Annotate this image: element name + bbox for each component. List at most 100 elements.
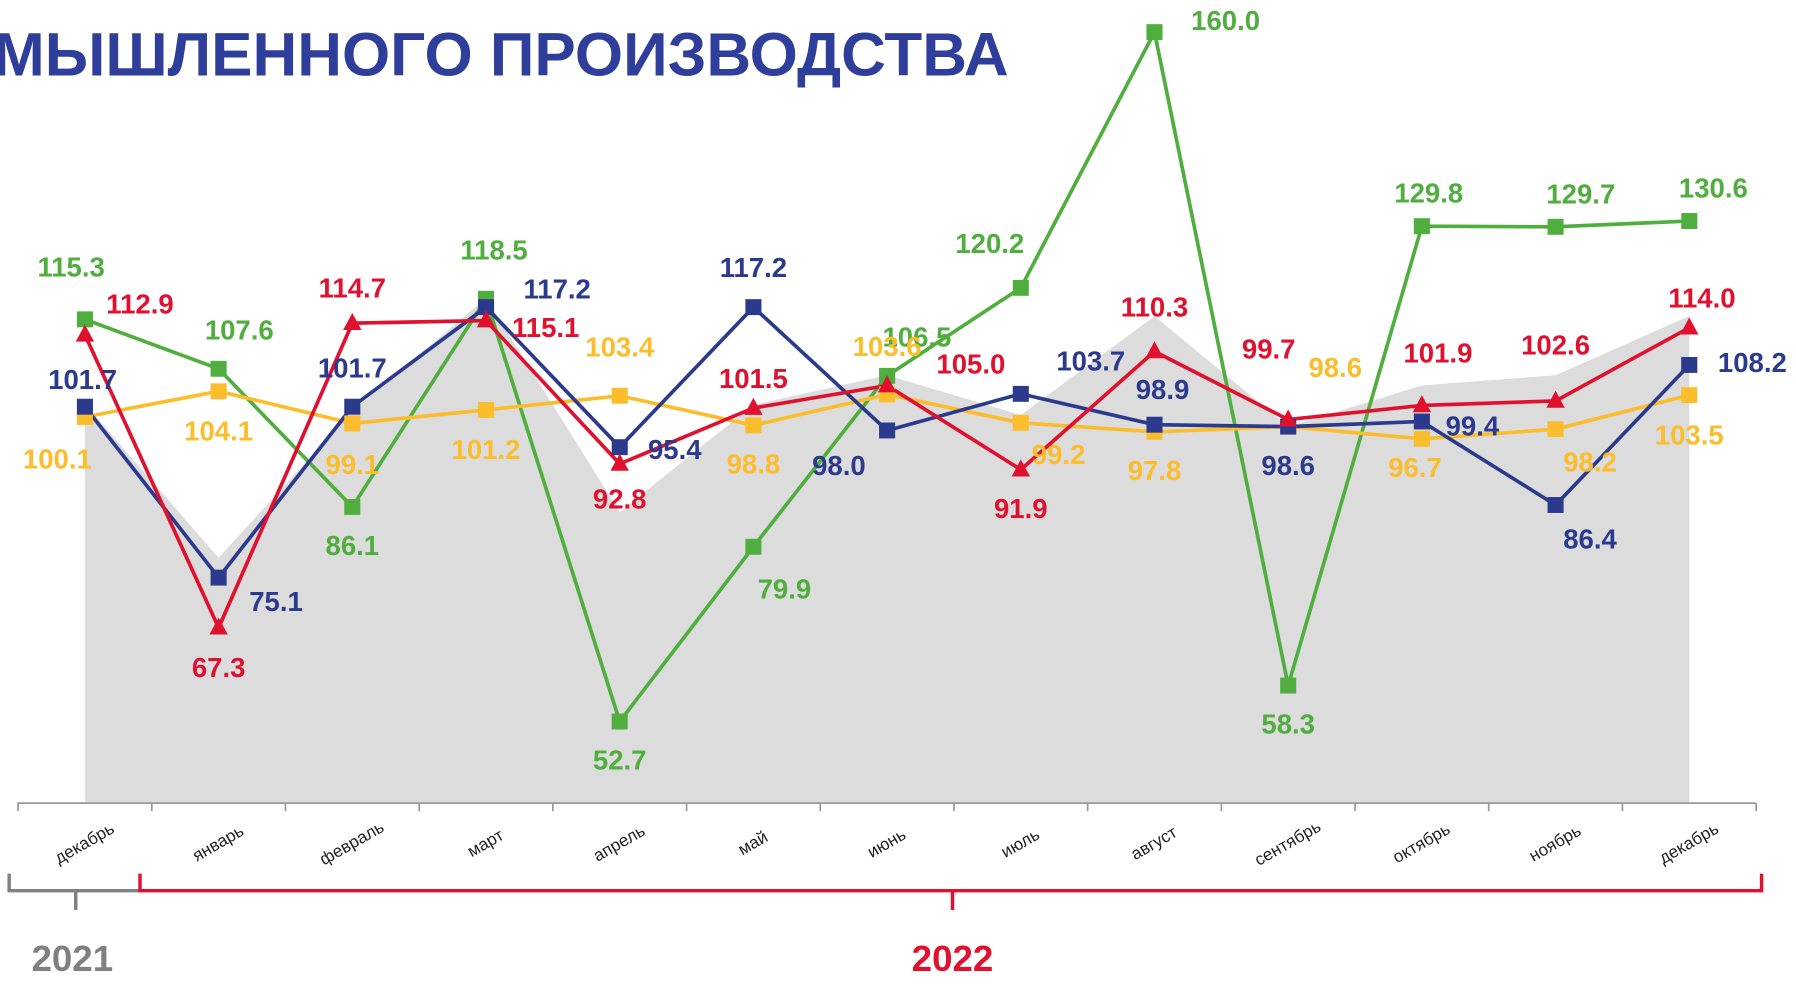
data-label: 86.1 bbox=[326, 530, 380, 561]
marker bbox=[879, 422, 896, 439]
marker bbox=[1412, 395, 1432, 413]
marker bbox=[344, 498, 361, 515]
marker bbox=[745, 417, 762, 434]
data-label: 103.5 bbox=[1655, 420, 1724, 451]
data-label: 102.6 bbox=[1521, 330, 1590, 361]
marker bbox=[76, 398, 93, 415]
marker bbox=[76, 311, 93, 328]
data-label: 103.7 bbox=[1056, 345, 1125, 376]
group-label: 2021 bbox=[31, 938, 113, 979]
x-tick-label: декабрь bbox=[1655, 818, 1722, 868]
data-label: 114.0 bbox=[1668, 283, 1735, 314]
data-label: 101.7 bbox=[318, 353, 387, 384]
data-label: 114.7 bbox=[319, 273, 386, 304]
marker bbox=[611, 387, 628, 404]
data-label: 130.6 bbox=[1679, 173, 1748, 204]
data-label: 75.1 bbox=[249, 586, 303, 617]
marker bbox=[611, 439, 628, 456]
data-label: 99.7 bbox=[1242, 334, 1296, 365]
data-label: 118.5 bbox=[460, 234, 527, 265]
chart-title: МЫШЛЕННОГО ПРОИЗВОДСТВА bbox=[0, 21, 1009, 90]
data-label: 98.6 bbox=[1261, 450, 1315, 481]
x-tick-label: июль bbox=[997, 824, 1043, 862]
data-label: 99.2 bbox=[1032, 439, 1086, 470]
marker bbox=[343, 312, 362, 331]
x-tick-label: май bbox=[734, 827, 771, 860]
data-label: 58.3 bbox=[1261, 709, 1315, 740]
marker bbox=[744, 397, 763, 415]
data-label: 79.9 bbox=[758, 573, 812, 604]
data-label: 98.2 bbox=[1563, 447, 1617, 478]
data-label: 160.0 bbox=[1191, 5, 1260, 36]
x-tick-label: октябрь bbox=[1389, 819, 1454, 867]
data-label: 98.8 bbox=[727, 449, 781, 480]
data-label: 91.9 bbox=[994, 493, 1048, 524]
marker bbox=[344, 398, 361, 415]
data-label: 52.7 bbox=[593, 745, 647, 776]
marker bbox=[1680, 317, 1699, 335]
marker bbox=[209, 617, 228, 635]
x-tick-label: апрель bbox=[590, 820, 649, 865]
marker bbox=[1146, 416, 1163, 433]
marker bbox=[1413, 218, 1430, 235]
data-label: 129.7 bbox=[1546, 178, 1615, 209]
marker bbox=[1012, 414, 1029, 431]
data-label: 129.8 bbox=[1394, 178, 1463, 209]
marker bbox=[1413, 430, 1430, 447]
data-label: 100.1 bbox=[23, 444, 92, 475]
data-label: 120.2 bbox=[955, 228, 1024, 259]
data-label: 103.6 bbox=[853, 331, 922, 362]
group-bracket bbox=[138, 873, 1764, 911]
data-label: 96.7 bbox=[1388, 452, 1442, 483]
marker bbox=[476, 310, 496, 328]
group-bracket bbox=[7, 873, 141, 911]
data-label: 86.4 bbox=[1563, 524, 1617, 555]
data-label: 105.0 bbox=[936, 348, 1005, 379]
x-tick-label: сентябрь bbox=[1251, 816, 1325, 870]
x-tick-label: ноябрь bbox=[1525, 820, 1584, 865]
marker bbox=[610, 453, 629, 471]
x-tick-label: август bbox=[1127, 822, 1180, 864]
data-label: 92.8 bbox=[593, 484, 647, 515]
data-label: 115.1 bbox=[512, 312, 579, 343]
marker bbox=[477, 299, 495, 316]
group-label: 2022 bbox=[912, 938, 994, 979]
marker bbox=[745, 299, 762, 316]
data-label: 103.4 bbox=[585, 331, 655, 362]
marker bbox=[1012, 385, 1029, 402]
marker bbox=[611, 713, 628, 730]
data-label: 115.3 bbox=[37, 252, 104, 283]
x-tick-label: июнь bbox=[864, 824, 910, 862]
data-label: 101.7 bbox=[48, 364, 117, 395]
data-label: 99.4 bbox=[1446, 411, 1500, 442]
marker bbox=[1547, 218, 1564, 235]
data-label: 117.2 bbox=[523, 274, 590, 305]
marker bbox=[1681, 387, 1698, 404]
marker bbox=[75, 324, 95, 342]
x-tick-label: декабрь bbox=[51, 818, 118, 868]
marker bbox=[1145, 341, 1164, 359]
marker bbox=[1681, 213, 1698, 229]
marker bbox=[1280, 677, 1297, 694]
marker bbox=[210, 569, 227, 586]
marker bbox=[1146, 24, 1163, 41]
marker bbox=[1279, 409, 1298, 427]
data-label: 98.9 bbox=[1136, 374, 1190, 405]
x-tick-label: февраль bbox=[316, 817, 388, 869]
data-label: 101.9 bbox=[1404, 338, 1473, 369]
data-label: 99.1 bbox=[326, 449, 380, 480]
data-label: 67.3 bbox=[192, 652, 246, 683]
data-label: 107.6 bbox=[205, 315, 274, 346]
data-label: 110.3 bbox=[1121, 292, 1188, 323]
data-label: 95.4 bbox=[648, 434, 702, 465]
data-label: 112.9 bbox=[106, 289, 173, 320]
data-label: 117.2 bbox=[720, 252, 787, 283]
data-label: 106.5 bbox=[882, 322, 951, 353]
marker bbox=[1547, 497, 1564, 513]
marker bbox=[1012, 279, 1029, 296]
marker bbox=[1413, 413, 1430, 430]
data-label: 108.2 bbox=[1718, 347, 1787, 378]
x-tick-label: март bbox=[464, 825, 507, 861]
